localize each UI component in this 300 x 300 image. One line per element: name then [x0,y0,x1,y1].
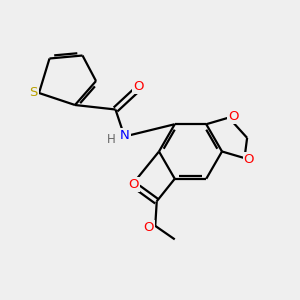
Text: O: O [133,80,144,93]
Text: H: H [106,133,116,146]
Text: O: O [143,221,154,234]
Text: N: N [120,129,130,142]
Text: O: O [244,153,254,166]
Text: S: S [29,86,38,100]
Text: O: O [128,178,139,191]
Text: O: O [228,110,238,123]
